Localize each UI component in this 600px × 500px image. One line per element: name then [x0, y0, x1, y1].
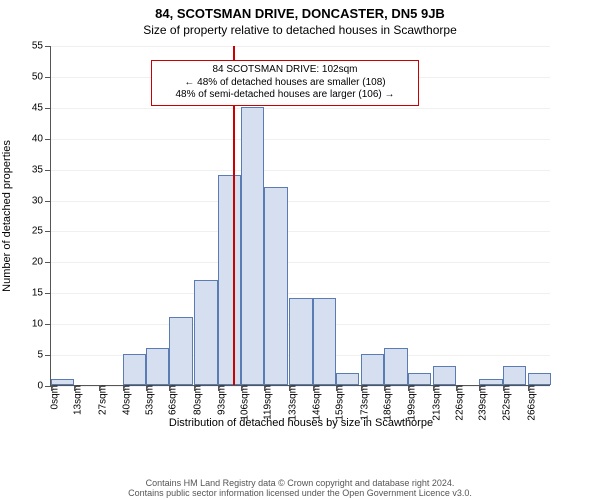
footer-line-2: Contains public sector information licen… — [0, 488, 600, 498]
gridline — [51, 46, 550, 47]
histogram-bar — [361, 354, 384, 385]
y-tick-label: 45 — [32, 102, 51, 113]
chart-container: Number of detached properties Distributi… — [50, 46, 580, 436]
y-tick-label: 55 — [32, 41, 51, 52]
x-tick-label: 252sqm — [493, 385, 512, 421]
x-tick-label: 27sqm — [90, 385, 109, 415]
y-tick-label: 30 — [32, 195, 51, 206]
histogram-bar — [123, 354, 146, 385]
y-axis-label: Number of detached properties — [1, 140, 13, 292]
x-tick-label: 93sqm — [208, 385, 227, 415]
histogram-bar — [336, 373, 359, 385]
x-tick-label: 80sqm — [185, 385, 204, 415]
copyright-footer: Contains HM Land Registry data © Crown c… — [0, 478, 600, 498]
y-tick-label: 40 — [32, 133, 51, 144]
x-tick-label: 133sqm — [280, 385, 299, 421]
x-tick-label: 13sqm — [65, 385, 84, 415]
y-tick-label: 20 — [32, 257, 51, 268]
annotation-line: 48% of semi-detached houses are larger (… — [158, 89, 412, 102]
histogram-bar — [313, 298, 336, 385]
histogram-bar — [194, 280, 217, 385]
x-tick-label: 213sqm — [423, 385, 442, 421]
y-tick-label: 15 — [32, 288, 51, 299]
histogram-bar — [264, 187, 287, 385]
page-subtitle: Size of property relative to detached ho… — [0, 21, 600, 39]
x-tick-label: 226sqm — [447, 385, 466, 421]
gridline — [51, 108, 550, 109]
x-tick-label: 40sqm — [113, 385, 132, 415]
histogram-bar — [503, 366, 526, 385]
y-tick-label: 10 — [32, 319, 51, 330]
gridline — [51, 170, 550, 171]
gridline — [51, 139, 550, 140]
annotation-line: 84 SCOTSMAN DRIVE: 102sqm — [158, 64, 412, 77]
gridline — [51, 262, 550, 263]
y-tick-label: 50 — [32, 71, 51, 82]
x-tick-label: 0sqm — [42, 385, 61, 409]
histogram-bar — [146, 348, 169, 385]
histogram-bar — [528, 373, 551, 385]
histogram-bar — [433, 366, 456, 385]
page-title: 84, SCOTSMAN DRIVE, DONCASTER, DN5 9JB — [0, 0, 600, 21]
y-tick-label: 5 — [37, 350, 51, 361]
histogram-bar — [241, 107, 264, 385]
gridline — [51, 231, 550, 232]
histogram-bar — [479, 379, 502, 385]
histogram-bar — [384, 348, 407, 385]
x-tick-label: 173sqm — [352, 385, 371, 421]
histogram-bar — [218, 175, 241, 385]
x-tick-label: 106sqm — [231, 385, 250, 421]
footer-line-1: Contains HM Land Registry data © Crown c… — [0, 478, 600, 488]
histogram-plot: Number of detached properties Distributi… — [50, 46, 550, 386]
x-tick-label: 53sqm — [136, 385, 155, 415]
x-tick-label: 146sqm — [303, 385, 322, 421]
x-tick-label: 186sqm — [375, 385, 394, 421]
histogram-bar — [408, 373, 431, 385]
y-tick-label: 35 — [32, 164, 51, 175]
histogram-bar — [51, 379, 74, 385]
x-tick-label: 239sqm — [470, 385, 489, 421]
x-tick-label: 266sqm — [518, 385, 537, 421]
x-tick-label: 199sqm — [398, 385, 417, 421]
x-tick-label: 119sqm — [255, 385, 274, 420]
histogram-bar — [289, 298, 312, 385]
annotation-box: 84 SCOTSMAN DRIVE: 102sqm← 48% of detach… — [151, 60, 419, 106]
gridline — [51, 293, 550, 294]
y-tick-label: 25 — [32, 226, 51, 237]
annotation-line: ← 48% of detached houses are smaller (10… — [158, 77, 412, 90]
x-tick-label: 159sqm — [326, 385, 345, 421]
x-tick-label: 66sqm — [160, 385, 179, 415]
histogram-bar — [169, 317, 192, 385]
gridline — [51, 201, 550, 202]
